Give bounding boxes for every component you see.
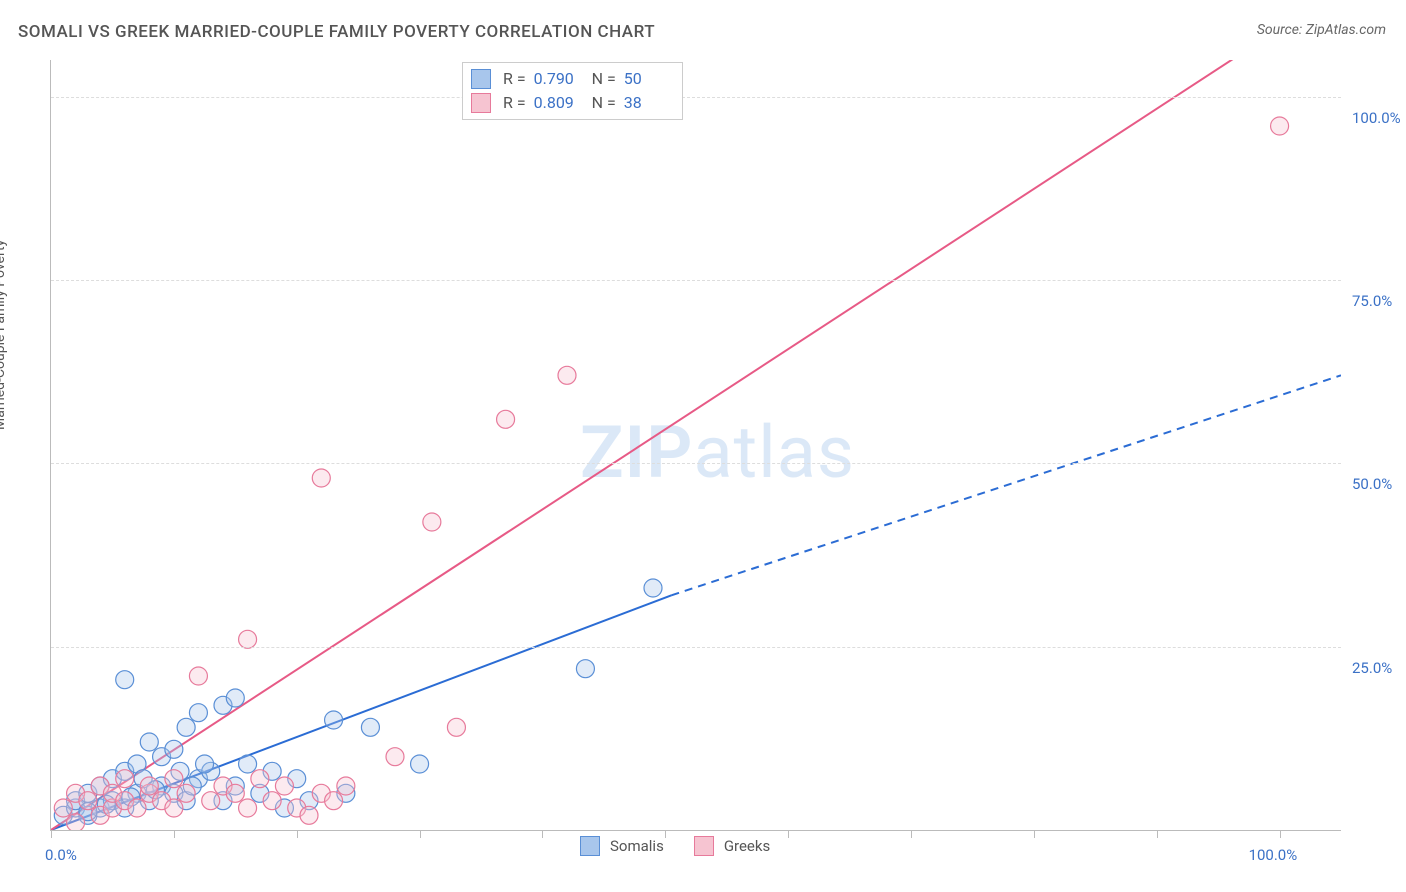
legend-label-greeks: Greeks (724, 837, 770, 855)
x-tick-mark (1280, 830, 1281, 838)
x-tick-mark (51, 830, 52, 838)
x-tick-mark (1157, 830, 1158, 838)
gridline (51, 280, 1341, 281)
stats-row-greeks: R = 0.809 N = 38 (471, 91, 674, 115)
bottom-legend: Somalis Greeks (580, 836, 770, 856)
source-name: ZipAtlas.com (1306, 22, 1386, 38)
swatch-greeks (471, 93, 491, 113)
source-attribution: Source: ZipAtlas.com (1257, 22, 1386, 38)
chart-title: SOMALI VS GREEK MARRIED-COUPLE FAMILY PO… (18, 22, 655, 42)
scatter-svg (51, 60, 1341, 830)
gridline (51, 463, 1341, 464)
x-tick-mark (174, 830, 175, 838)
x-max-label: 100.0% (1249, 846, 1298, 864)
x-min-label: 0.0% (45, 846, 77, 864)
legend-label-somalis: Somalis (610, 837, 664, 855)
plot-area (50, 60, 1341, 831)
chart-container: SOMALI VS GREEK MARRIED-COUPLE FAMILY PO… (0, 0, 1406, 892)
gridline (51, 97, 1341, 98)
x-tick-mark (297, 830, 298, 838)
x-tick-mark (911, 830, 912, 838)
swatch-somalis (580, 836, 600, 856)
legend-item-somalis: Somalis (580, 836, 664, 856)
n-value-greeks: 38 (624, 91, 674, 115)
n-label: N = (592, 91, 616, 115)
x-tick-mark (420, 830, 421, 838)
r-value-somalis: 0.790 (534, 67, 584, 91)
y-tick-label: 50.0% (1352, 475, 1392, 493)
x-tick-mark (542, 830, 543, 838)
source-prefix: Source: (1257, 22, 1306, 38)
gridline (51, 647, 1341, 648)
y-axis-label: Married-Couple Family Poverty (0, 240, 8, 430)
r-value-greeks: 0.809 (534, 91, 584, 115)
stats-row-somalis: R = 0.790 N = 50 (471, 67, 674, 91)
y-tick-label: 25.0% (1352, 659, 1392, 677)
swatch-greeks (694, 836, 714, 856)
swatch-somalis (471, 69, 491, 89)
r-label: R = (503, 67, 526, 91)
x-tick-mark (1034, 830, 1035, 838)
legend-item-greeks: Greeks (694, 836, 770, 856)
r-label: R = (503, 91, 526, 115)
n-label: N = (592, 67, 616, 91)
y-tick-label: 100.0% (1352, 109, 1401, 127)
y-tick-label: 75.0% (1352, 292, 1392, 310)
stats-legend: R = 0.790 N = 50 R = 0.809 N = 38 (462, 62, 683, 120)
n-value-somalis: 50 (624, 67, 674, 91)
x-tick-mark (788, 830, 789, 838)
